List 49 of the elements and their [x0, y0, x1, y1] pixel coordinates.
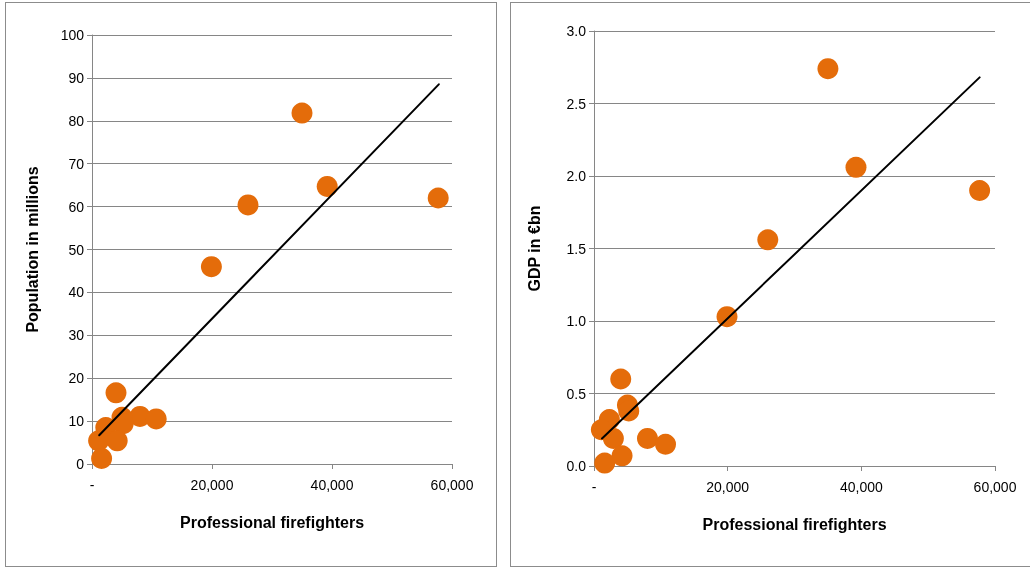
point [237, 194, 259, 216]
point [594, 452, 616, 474]
y-tick-label: 3.0 [566, 23, 587, 39]
point [757, 229, 779, 251]
y-tick-label: 50 [68, 241, 85, 258]
y-tick-label: 10 [68, 413, 85, 430]
point [611, 445, 633, 467]
point [91, 447, 113, 469]
x-tick-label: 60,000 [973, 479, 1017, 495]
y-tick-label: 80 [68, 112, 85, 129]
point [427, 187, 449, 209]
y-tick-label: 0.5 [566, 385, 587, 402]
point [200, 256, 222, 278]
y-tick-label: 90 [68, 69, 85, 86]
x-tick-label: 20,000 [190, 477, 234, 493]
y-tick-label: 40 [68, 284, 85, 301]
point [845, 156, 867, 178]
point [291, 102, 313, 124]
y-tick-label: 2.5 [566, 95, 587, 112]
y-tick-label: 1.5 [566, 240, 587, 257]
point [636, 427, 658, 449]
x-tick-label: 20,000 [706, 479, 750, 495]
point [316, 175, 338, 197]
y-axis-title: GDP in €bn [525, 205, 543, 292]
x-tick-label: 60,000 [430, 477, 474, 493]
point [105, 382, 127, 404]
y-axis-title: Population in millions [23, 166, 41, 333]
y-tick-label: 0.0 [566, 458, 587, 474]
x-tick-label: - [89, 477, 95, 493]
y-tick-label: 2.0 [566, 168, 587, 184]
point [610, 368, 632, 390]
y-tick-label: 1.0 [566, 313, 587, 329]
x-tick-label: 40,000 [839, 479, 883, 495]
point [817, 58, 839, 80]
point [145, 408, 167, 430]
point [655, 433, 677, 455]
y-tick-label: 100 [60, 27, 85, 43]
x-tick-label: 40,000 [310, 477, 354, 493]
point [969, 180, 991, 201]
x-axis-title: Professional firefighters [702, 515, 887, 533]
y-tick-label: 0 [76, 456, 85, 472]
point [106, 430, 128, 452]
x-tick-label: - [591, 479, 597, 495]
y-tick-label: 60 [68, 198, 85, 215]
y-tick-label: 20 [68, 370, 85, 387]
y-tick-label: 70 [68, 155, 85, 172]
point [602, 427, 624, 449]
x-axis-title: Professional firefighters [179, 513, 365, 531]
y-tick-label: 30 [68, 327, 85, 344]
